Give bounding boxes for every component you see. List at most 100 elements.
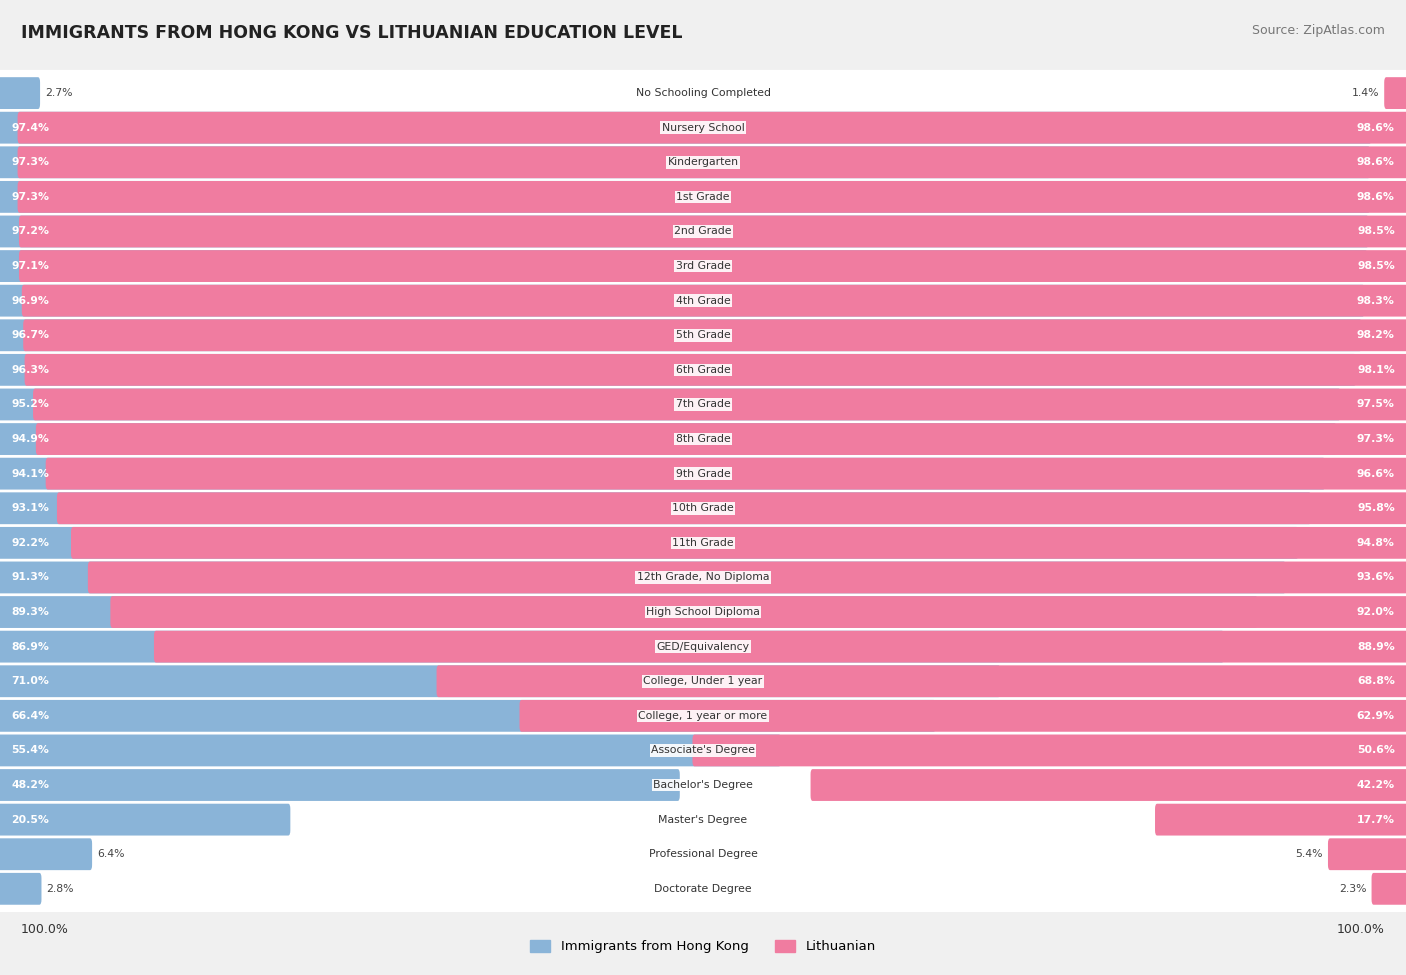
Text: 100.0%: 100.0%	[1337, 923, 1385, 936]
Text: IMMIGRANTS FROM HONG KONG VS LITHUANIAN EDUCATION LEVEL: IMMIGRANTS FROM HONG KONG VS LITHUANIAN …	[21, 24, 682, 42]
FancyBboxPatch shape	[0, 457, 1324, 489]
Text: 62.9%: 62.9%	[1357, 711, 1395, 721]
Text: 94.1%: 94.1%	[11, 469, 49, 479]
Text: 2.3%: 2.3%	[1339, 883, 1367, 894]
FancyBboxPatch shape	[110, 596, 1406, 628]
Text: 6.4%: 6.4%	[97, 849, 125, 859]
FancyBboxPatch shape	[0, 554, 1406, 601]
Text: 9th Grade: 9th Grade	[676, 469, 730, 479]
Text: 4th Grade: 4th Grade	[676, 295, 730, 306]
Text: Nursery School: Nursery School	[662, 123, 744, 133]
FancyBboxPatch shape	[20, 215, 1406, 248]
FancyBboxPatch shape	[153, 631, 1406, 663]
FancyBboxPatch shape	[0, 243, 1406, 290]
Text: 98.1%: 98.1%	[1357, 365, 1395, 374]
FancyBboxPatch shape	[0, 803, 291, 836]
Text: 17.7%: 17.7%	[1357, 815, 1395, 825]
Text: 1st Grade: 1st Grade	[676, 192, 730, 202]
FancyBboxPatch shape	[693, 734, 1406, 766]
Text: 2.8%: 2.8%	[46, 883, 75, 894]
FancyBboxPatch shape	[810, 769, 1406, 800]
Text: 98.5%: 98.5%	[1357, 261, 1395, 271]
Text: 92.2%: 92.2%	[11, 538, 49, 548]
FancyBboxPatch shape	[1156, 803, 1406, 836]
Text: 55.4%: 55.4%	[11, 746, 49, 756]
Text: No Schooling Completed: No Schooling Completed	[636, 88, 770, 98]
FancyBboxPatch shape	[0, 146, 1369, 178]
Text: 98.6%: 98.6%	[1357, 157, 1395, 168]
FancyBboxPatch shape	[1372, 873, 1406, 905]
FancyBboxPatch shape	[72, 526, 1406, 559]
Text: 71.0%: 71.0%	[11, 677, 49, 686]
Text: 5.4%: 5.4%	[1295, 849, 1323, 859]
Text: High School Diploma: High School Diploma	[647, 607, 759, 617]
Text: 1.4%: 1.4%	[1351, 88, 1379, 98]
Text: 96.9%: 96.9%	[11, 295, 49, 306]
Text: 50.6%: 50.6%	[1357, 746, 1395, 756]
Text: Kindergarten: Kindergarten	[668, 157, 738, 168]
FancyBboxPatch shape	[0, 354, 1355, 386]
FancyBboxPatch shape	[0, 838, 93, 870]
FancyBboxPatch shape	[0, 562, 1285, 594]
FancyBboxPatch shape	[0, 797, 1406, 842]
FancyBboxPatch shape	[0, 174, 1406, 220]
Text: 5th Grade: 5th Grade	[676, 331, 730, 340]
Text: 89.3%: 89.3%	[11, 607, 49, 617]
Text: GED/Equivalency: GED/Equivalency	[657, 642, 749, 651]
Text: 68.8%: 68.8%	[1357, 677, 1395, 686]
Text: 12th Grade, No Diploma: 12th Grade, No Diploma	[637, 572, 769, 582]
Text: 8th Grade: 8th Grade	[676, 434, 730, 444]
Text: 98.5%: 98.5%	[1357, 226, 1395, 237]
Text: College, 1 year or more: College, 1 year or more	[638, 711, 768, 721]
Text: 88.9%: 88.9%	[1357, 642, 1395, 651]
FancyBboxPatch shape	[0, 526, 1299, 559]
Text: 97.3%: 97.3%	[11, 157, 49, 168]
Text: Bachelor's Degree: Bachelor's Degree	[652, 780, 754, 790]
Text: 93.6%: 93.6%	[1357, 572, 1395, 582]
FancyBboxPatch shape	[0, 112, 1372, 143]
FancyBboxPatch shape	[437, 665, 1406, 697]
FancyBboxPatch shape	[0, 761, 1406, 808]
FancyBboxPatch shape	[0, 700, 936, 732]
Text: College, Under 1 year: College, Under 1 year	[644, 677, 762, 686]
FancyBboxPatch shape	[0, 692, 1406, 739]
FancyBboxPatch shape	[1384, 77, 1406, 109]
FancyBboxPatch shape	[0, 104, 1406, 151]
Text: 98.3%: 98.3%	[1357, 295, 1395, 306]
Text: 95.2%: 95.2%	[11, 400, 49, 410]
Text: Professional Degree: Professional Degree	[648, 849, 758, 859]
FancyBboxPatch shape	[0, 734, 782, 766]
FancyBboxPatch shape	[0, 831, 1406, 878]
Text: 20.5%: 20.5%	[11, 815, 49, 825]
Text: 98.2%: 98.2%	[1357, 331, 1395, 340]
Text: 98.6%: 98.6%	[1357, 123, 1395, 133]
Text: Doctorate Degree: Doctorate Degree	[654, 883, 752, 894]
Text: 93.1%: 93.1%	[11, 503, 49, 513]
FancyBboxPatch shape	[0, 389, 1340, 420]
Text: 94.9%: 94.9%	[11, 434, 49, 444]
Text: 11th Grade: 11th Grade	[672, 538, 734, 548]
Text: 7th Grade: 7th Grade	[676, 400, 730, 410]
FancyBboxPatch shape	[0, 320, 1361, 351]
Text: 97.3%: 97.3%	[1357, 434, 1395, 444]
FancyBboxPatch shape	[18, 112, 1406, 143]
Text: 3rd Grade: 3rd Grade	[675, 261, 731, 271]
Text: 94.8%: 94.8%	[1357, 538, 1395, 548]
Text: 6th Grade: 6th Grade	[676, 365, 730, 374]
Text: 97.2%: 97.2%	[11, 226, 49, 237]
FancyBboxPatch shape	[0, 285, 1364, 317]
Text: 98.6%: 98.6%	[1357, 192, 1395, 202]
FancyBboxPatch shape	[0, 520, 1406, 566]
FancyBboxPatch shape	[0, 312, 1406, 359]
Text: Associate's Degree: Associate's Degree	[651, 746, 755, 756]
FancyBboxPatch shape	[20, 251, 1406, 282]
FancyBboxPatch shape	[0, 416, 1406, 462]
Text: 96.6%: 96.6%	[1357, 469, 1395, 479]
FancyBboxPatch shape	[46, 457, 1406, 489]
FancyBboxPatch shape	[89, 562, 1406, 594]
Text: 2nd Grade: 2nd Grade	[675, 226, 731, 237]
FancyBboxPatch shape	[1327, 838, 1406, 870]
FancyBboxPatch shape	[0, 866, 1406, 912]
Text: 48.2%: 48.2%	[11, 780, 49, 790]
FancyBboxPatch shape	[0, 486, 1406, 531]
